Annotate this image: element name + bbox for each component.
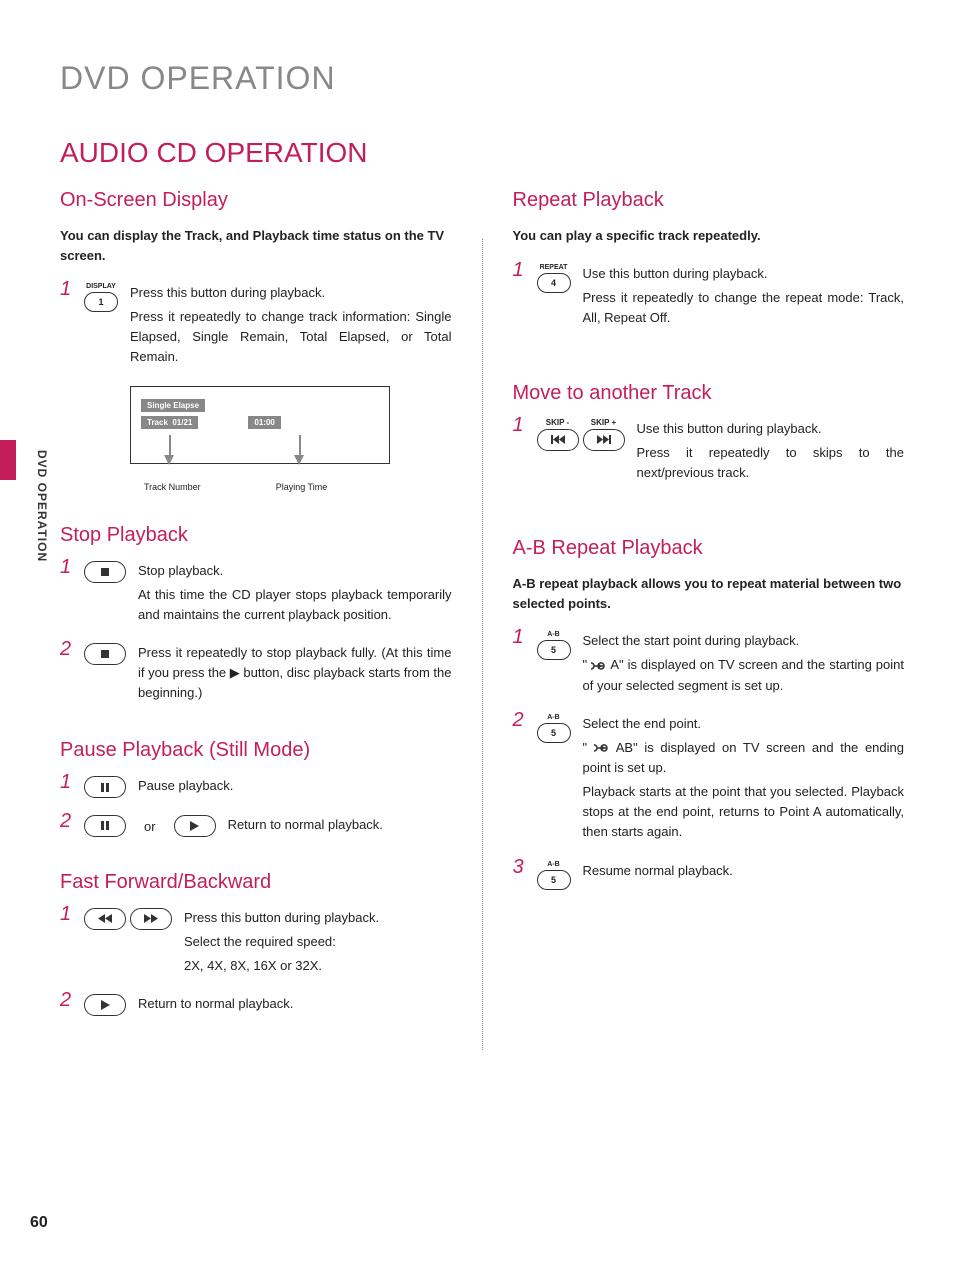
rewind-icon: [98, 914, 112, 923]
step-text: Press this button during playback. Press…: [130, 283, 452, 372]
repeat-button: REPEAT 4: [537, 264, 571, 293]
pause-icon: [101, 783, 109, 792]
step-number: 2: [513, 710, 525, 730]
fast-forward-section: Fast Forward/Backward 1 Press this butto…: [60, 871, 452, 1019]
pause-icon: [101, 821, 109, 830]
page-number: 60: [30, 1214, 48, 1232]
step-number: 1: [60, 904, 72, 924]
ab-button: A-B 5: [537, 861, 571, 890]
step-number: 1: [513, 260, 525, 280]
skip-next-icon: [597, 435, 611, 444]
display-button-oval: 1: [84, 292, 118, 312]
play-button: [84, 994, 126, 1016]
side-vertical-label: DVD OPERATION: [35, 450, 49, 562]
step-number: 2: [60, 811, 72, 831]
fastforward-icon: [144, 914, 158, 923]
step-number: 1: [60, 279, 72, 299]
onscreen-display-section: On-Screen Display You can display the Tr…: [60, 189, 452, 492]
repeat-playback-section: Repeat Playback You can play a specific …: [513, 189, 905, 332]
pause-button: [84, 776, 126, 798]
ab-button: A-B 5: [537, 714, 571, 743]
fastforward-button: [130, 908, 172, 930]
stop-playback-section: Stop Playback 1 Stop playback. At this t…: [60, 524, 452, 708]
onscreen-title: On-Screen Display: [60, 189, 452, 212]
step-number: 2: [60, 990, 72, 1010]
step-text: Stop playback. At this time the CD playe…: [138, 561, 452, 629]
section-title: AUDIO CD OPERATION: [60, 137, 904, 169]
ab-intro: A-B repeat playback allows you to repeat…: [513, 574, 905, 613]
or-label: or: [138, 819, 162, 834]
ab-title: A-B Repeat Playback: [513, 537, 905, 560]
onscreen-step-1: 1 DISPLAY 1 Press this button during pla…: [60, 283, 452, 372]
ff-title: Fast Forward/Backward: [60, 871, 452, 894]
diagram-tag-time: 01:00: [248, 416, 280, 429]
display-button: DISPLAY 1: [84, 283, 118, 312]
button-top-label: DISPLAY: [86, 283, 116, 290]
pause-playback-section: Pause Playback (Still Mode) 1 Pause play…: [60, 739, 452, 838]
stop-button: [84, 561, 126, 583]
move-track-section: Move to another Track 1 SKIP - SKIP + Us…: [513, 382, 905, 487]
step-number: 3: [513, 857, 525, 877]
stop-title: Stop Playback: [60, 524, 452, 547]
step-number: 1: [60, 772, 72, 792]
stop-button: [84, 643, 126, 665]
left-column: On-Screen Display You can display the Tr…: [60, 189, 452, 1050]
rewind-button: [84, 908, 126, 930]
stop-icon: [101, 650, 109, 658]
pause-button: [84, 815, 126, 837]
ab-step1-text: Select the start point during playback."…: [583, 631, 905, 699]
display-diagram: Single Elapse Track 01/21 01:00 Track Nu…: [130, 386, 390, 492]
step-number: 1: [513, 627, 525, 647]
stop-icon: [101, 568, 109, 576]
diagram-label-track: Track Number: [144, 482, 201, 492]
step-number: 2: [60, 639, 72, 659]
skip-prev-button: SKIP -: [537, 419, 579, 451]
ab-repeat-section: A-B Repeat Playback A-B repeat playback …: [513, 537, 905, 889]
column-divider: [482, 239, 483, 1050]
play-icon: [190, 821, 199, 831]
ab-button: A-B 5: [537, 631, 571, 660]
diagram-tag-elapse: Single Elapse: [141, 399, 205, 412]
move-title: Move to another Track: [513, 382, 905, 405]
page-title: DVD OPERATION: [60, 60, 904, 97]
repeat-title: Repeat Playback: [513, 189, 905, 212]
pause-title: Pause Playback (Still Mode): [60, 739, 452, 762]
ab-step3-text: Resume normal playback.: [583, 861, 905, 885]
skip-prev-icon: [551, 435, 565, 444]
play-button: [174, 815, 216, 837]
diagram-label-time: Playing Time: [276, 482, 328, 492]
onscreen-intro: You can display the Track, and Playback …: [60, 226, 452, 265]
side-accent-tab: [0, 440, 16, 480]
step-text: Press it repeatedly to stop playback ful…: [138, 643, 452, 707]
ab-step2-text: Select the end point." AB" is displayed …: [583, 714, 905, 847]
step-number: 1: [60, 557, 72, 577]
skip-next-button: SKIP +: [583, 419, 625, 451]
right-column: Repeat Playback You can play a specific …: [513, 189, 905, 1050]
diagram-tag-track: Track 01/21: [141, 416, 198, 429]
play-icon: [101, 1000, 110, 1010]
repeat-intro: You can play a specific track repeatedly…: [513, 226, 905, 246]
step-number: 1: [513, 415, 525, 435]
